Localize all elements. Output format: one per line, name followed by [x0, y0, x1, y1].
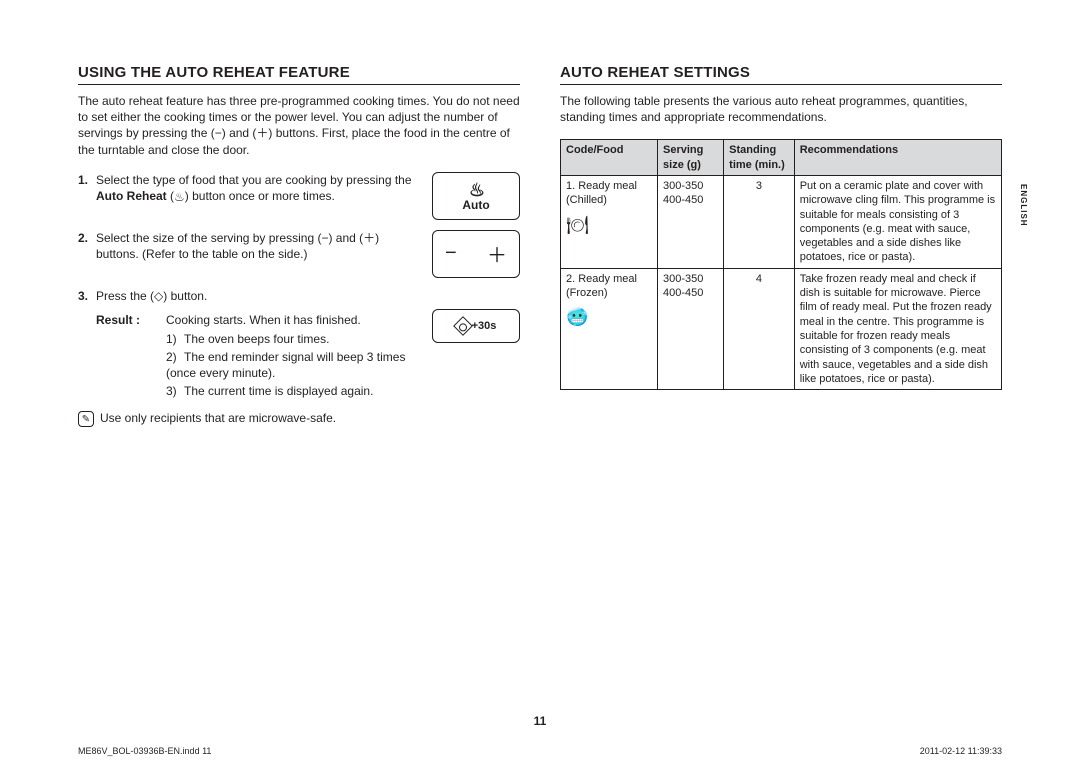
th-rec: Recommendations [794, 140, 1001, 176]
frozen-meal-icon: 🥶 [566, 306, 652, 329]
note-icon: ✎ [78, 411, 94, 427]
result-label: Result : [96, 313, 166, 402]
note-text: Use only recipients that are microwave-s… [100, 411, 336, 425]
plus-icon: ＋ [487, 239, 507, 268]
right-column: AUTO REHEAT SETTINGS The following table… [560, 64, 1002, 427]
meal-icon: 🍽 [566, 214, 652, 237]
table-row: 1. Ready meal (Chilled) 🍽 300-350 400-45… [561, 175, 1002, 268]
start-icon-box: +30s [432, 309, 520, 343]
right-intro: The following table presents the various… [560, 93, 1002, 125]
step-3-text: 3. Press the (◇) button. [78, 288, 520, 305]
left-heading: USING THE AUTO REHEAT FEATURE [78, 64, 520, 85]
plus-minus-icon-box: − ＋ [432, 230, 520, 278]
step-2-row: 2. Select the size of the serving by pre… [78, 230, 520, 278]
left-column: USING THE AUTO REHEAT FEATURE The auto r… [78, 64, 520, 427]
th-code: Code/Food [561, 140, 658, 176]
result-row: Result : Cooking starts. When it has fin… [78, 309, 520, 402]
right-heading: AUTO REHEAT SETTINGS [560, 64, 1002, 85]
note-row: ✎ Use only recipients that are microwave… [78, 411, 520, 427]
auto-icon-box: ♨ Auto [432, 172, 520, 220]
th-size: Serving size (g) [658, 140, 724, 176]
left-intro: The auto reheat feature has three pre-pr… [78, 93, 520, 158]
settings-table: Code/Food Serving size (g) Standing time… [560, 139, 1002, 390]
steam-icon: ♨ [469, 181, 483, 199]
page-number: 11 [0, 714, 1080, 728]
language-label: ENGLISH [1019, 184, 1028, 227]
result-text: Cooking starts. When it has finished. [166, 313, 361, 327]
minus-icon: − [445, 242, 457, 265]
step-1-row: 1. Select the type of food that you are … [78, 172, 520, 220]
step-3-row: 3. Press the (◇) button. [78, 288, 520, 305]
th-time: Standing time (min.) [724, 140, 795, 176]
table-row: 2. Ready meal (Frozen) 🥶 300-350 400-450… [561, 268, 1002, 389]
step-2-text: 2. Select the size of the serving by pre… [78, 230, 422, 262]
footer-left: ME86V_BOL-03936B-EN.indd 11 [78, 746, 211, 756]
footer: ME86V_BOL-03936B-EN.indd 11 2011-02-12 1… [78, 746, 1002, 756]
step-1-text: 1. Select the type of food that you are … [78, 172, 422, 205]
footer-right: 2011-02-12 11:39:33 [920, 746, 1002, 756]
diamond-icon [453, 316, 473, 336]
